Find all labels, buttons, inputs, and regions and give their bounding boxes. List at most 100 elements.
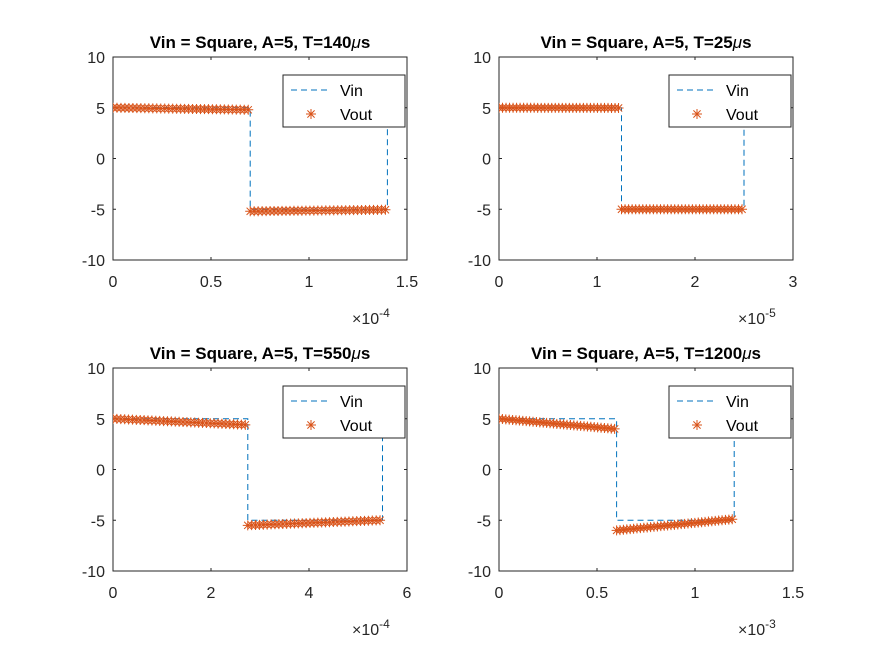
x-tick-label: 1.5 bbox=[396, 274, 418, 291]
y-tick-label: -10 bbox=[468, 253, 491, 270]
subplot-3: 0 2 4 6 -10 -5 0 5 10 ×10-4 Vin = Square, A=5, T=5… bbox=[82, 344, 412, 639]
y-tick-label: -5 bbox=[91, 202, 105, 219]
x-exponent-label: ×10-3 bbox=[738, 617, 776, 639]
x-tick-label: 0 bbox=[495, 274, 504, 291]
vout-marker bbox=[243, 104, 254, 115]
legend-box bbox=[668, 385, 792, 439]
y-tick-label: 10 bbox=[87, 50, 105, 67]
chart-title-mu: μ bbox=[741, 344, 752, 363]
legend-vout-label: Vout bbox=[340, 418, 373, 435]
vout-series-markers bbox=[499, 102, 748, 215]
legend: Vin Vout bbox=[282, 385, 406, 439]
x-exponent-power: -3 bbox=[765, 617, 776, 631]
x-exponent-power: -4 bbox=[379, 617, 390, 631]
y-tick-label: 0 bbox=[96, 463, 105, 480]
legend-vout-label: Vout bbox=[726, 107, 759, 124]
vout-marker bbox=[380, 204, 391, 215]
x-tick-label: 1 bbox=[691, 585, 700, 602]
chart-title-value: 25 bbox=[714, 33, 733, 52]
chart-title-unit: s bbox=[361, 33, 370, 52]
legend-vout-label: Vout bbox=[340, 107, 373, 124]
x-exponent-base: ×10 bbox=[738, 311, 765, 328]
x-tick-label: 1.5 bbox=[782, 585, 804, 602]
vout-series-markers bbox=[113, 102, 393, 217]
chart-title-value: 550 bbox=[323, 344, 351, 363]
chart-title-prefix: Vin = Square, A=5, T= bbox=[150, 33, 323, 52]
y-tick-label: 10 bbox=[87, 361, 105, 378]
chart-title: Vin = Square, A=5, T=140μs bbox=[150, 33, 371, 52]
plot-area bbox=[113, 102, 393, 217]
y-tick-label: 0 bbox=[96, 152, 105, 169]
x-tick-label: 4 bbox=[305, 585, 314, 602]
x-tick-label: 0.5 bbox=[586, 585, 608, 602]
vout-series-markers bbox=[113, 413, 388, 531]
vin-series-line bbox=[113, 418, 383, 521]
x-exponent-power: -5 bbox=[765, 306, 776, 320]
plot-area bbox=[113, 413, 388, 531]
chart-title-prefix: Vin = Square, A=5, T= bbox=[531, 344, 704, 363]
legend-vout-marker bbox=[306, 109, 316, 119]
legend-vin-label: Vin bbox=[726, 83, 749, 100]
x-tick-label: 2 bbox=[691, 274, 700, 291]
x-tick-label: 1 bbox=[305, 274, 314, 291]
vout-marker bbox=[240, 419, 251, 430]
y-tick-label: -5 bbox=[477, 202, 491, 219]
y-tick-label: 5 bbox=[96, 412, 105, 429]
y-tick-label: 5 bbox=[482, 412, 491, 429]
subplot-1: 0 0.5 1 1.5 -10 -5 0 5 10 ×10-4 Vin = Square, A=5,… bbox=[82, 33, 418, 328]
y-tick-label: -10 bbox=[468, 564, 491, 581]
y-tick-label: 5 bbox=[482, 101, 491, 118]
chart-title-mu: μ bbox=[350, 344, 361, 363]
legend: Vin Vout bbox=[282, 74, 406, 128]
y-tick-label: 0 bbox=[482, 152, 491, 169]
chart-title-prefix: Vin = Square, A=5, T= bbox=[150, 344, 323, 363]
x-tick-label: 0 bbox=[109, 274, 118, 291]
x-exponent-power: -4 bbox=[379, 306, 390, 320]
y-tick-label: -10 bbox=[82, 253, 105, 270]
legend-vout-marker bbox=[692, 420, 702, 430]
chart-title-prefix: Vin = Square, A=5, T= bbox=[540, 33, 713, 52]
x-tick-label: 0 bbox=[495, 585, 504, 602]
vin-series-line bbox=[499, 418, 735, 521]
legend-box bbox=[668, 74, 792, 128]
x-tick-label: 1 bbox=[593, 274, 602, 291]
subplot-4: 0 0.5 1 1.5 -10 -5 0 5 10 ×10-3 Vin = Square, A=5,… bbox=[468, 344, 804, 639]
chart-title: Vin = Square, A=5, T=550μs bbox=[150, 344, 371, 363]
chart-title-value: 140 bbox=[323, 33, 351, 52]
chart-title: Vin = Square, A=5, T=1200μs bbox=[531, 344, 761, 363]
x-exponent-label: ×10-4 bbox=[352, 617, 390, 639]
legend-vout-marker bbox=[692, 109, 702, 119]
chart-title-unit: s bbox=[752, 344, 761, 363]
x-tick-label: 0.5 bbox=[200, 274, 222, 291]
legend: Vin Vout bbox=[668, 74, 792, 128]
y-tick-label: -10 bbox=[82, 564, 105, 581]
vout-marker bbox=[609, 423, 620, 434]
legend-box bbox=[282, 74, 406, 128]
x-tick-label: 6 bbox=[403, 585, 412, 602]
legend-vin-label: Vin bbox=[726, 394, 749, 411]
legend: Vin Vout bbox=[668, 385, 792, 439]
x-tick-label: 0 bbox=[109, 585, 118, 602]
y-tick-label: 0 bbox=[482, 463, 491, 480]
y-tick-label: 10 bbox=[473, 50, 491, 67]
y-tick-label: -5 bbox=[477, 513, 491, 530]
x-tick-label: 3 bbox=[789, 274, 798, 291]
y-tick-label: -5 bbox=[91, 513, 105, 530]
y-tick-label: 10 bbox=[473, 361, 491, 378]
vout-marker bbox=[375, 515, 386, 526]
legend-vout-marker bbox=[306, 420, 316, 430]
vout-series-markers bbox=[499, 413, 738, 536]
plot-area bbox=[499, 102, 748, 215]
legend-box bbox=[282, 385, 406, 439]
x-tick-label: 2 bbox=[207, 585, 216, 602]
x-exponent-label: ×10-5 bbox=[738, 306, 776, 328]
chart-title-mu: μ bbox=[732, 33, 743, 52]
chart-title-unit: s bbox=[742, 33, 751, 52]
chart-title-unit: s bbox=[361, 344, 370, 363]
x-exponent-label: ×10-4 bbox=[352, 306, 390, 328]
chart-title: Vin = Square, A=5, T=25μs bbox=[540, 33, 751, 52]
plot-area bbox=[499, 413, 738, 536]
